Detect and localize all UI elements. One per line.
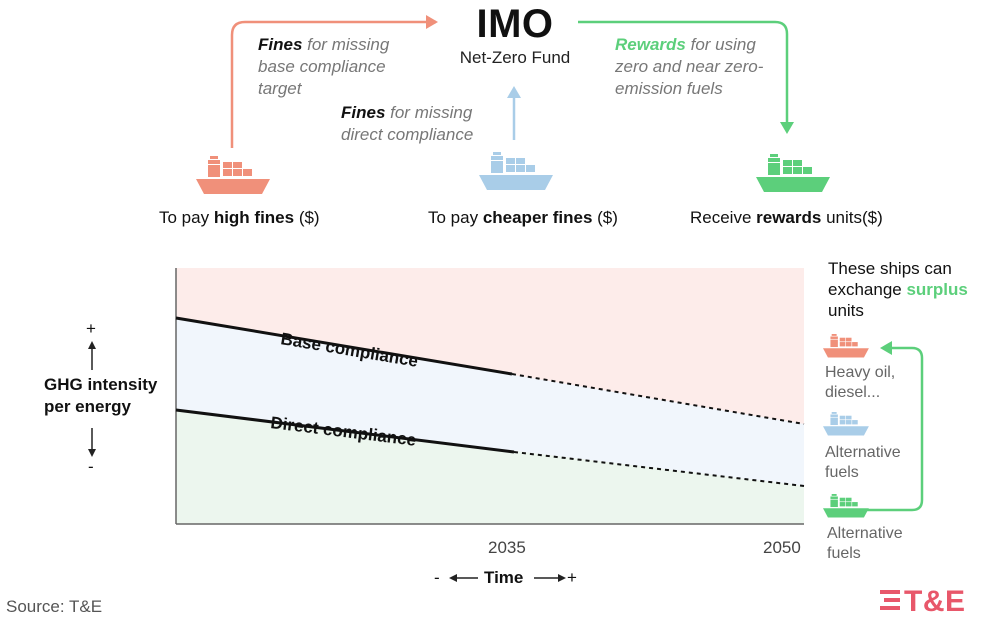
y-axis-plus: + <box>86 319 96 338</box>
direct-compliance-projection <box>513 451 805 487</box>
direct-fines-note: Fines for missing direct compliance <box>341 103 474 144</box>
x-axis-minus: - <box>434 568 440 587</box>
ship-alt-fuels-green-icon <box>823 494 869 518</box>
fines-base-arrow <box>230 15 438 148</box>
base-fines-note: Fines for missing base compliance target <box>258 35 390 98</box>
ship-rewards-icon <box>756 154 830 192</box>
rewards-note: Rewards for using zero and near zero- em… <box>615 35 764 98</box>
exchange-arrow <box>862 341 924 512</box>
fines-direct-arrow <box>507 86 521 140</box>
tick-2035: 2035 <box>488 538 526 557</box>
x-axis-label: Time <box>484 568 524 587</box>
y-axis-label: GHG intensity per energy <box>44 375 158 416</box>
direct-compliance-line <box>175 408 515 454</box>
chart-zones <box>176 268 804 524</box>
source-note: Source: T&E <box>6 597 103 616</box>
ship-rewards-caption: Receive rewards units($) <box>690 208 883 227</box>
ship-high-fines-caption: To pay high fines ($) <box>159 208 320 227</box>
ship-cheaper-fines-caption: To pay cheaper fines ($) <box>428 208 618 227</box>
ship-heavy-oil-icon <box>823 334 869 358</box>
base-compliance-projection <box>511 373 805 425</box>
rewards-arrow <box>578 20 794 134</box>
exchange-note: These ships can exchange surplus units <box>828 259 968 320</box>
green-zone <box>176 410 804 524</box>
page-title: IMO <box>476 2 554 46</box>
brand-logo: T&E <box>904 585 966 618</box>
page-subtitle: Net-Zero Fund <box>459 48 571 67</box>
logo-mark <box>880 590 900 610</box>
ship-high-fines-icon <box>196 156 270 194</box>
ship-cheaper-fines-icon <box>479 152 553 190</box>
heavy-oil-label: Heavy oil, diesel... <box>825 364 896 401</box>
blue-zone <box>176 318 804 486</box>
alt-fuels-blue-label: Alternative fuels <box>825 444 901 481</box>
alt-fuels-green-label: Alternative fuels <box>827 525 903 562</box>
ship-alt-fuels-blue-icon <box>823 412 869 436</box>
tick-2050: 2050 <box>763 538 801 557</box>
base-compliance-line <box>175 316 513 376</box>
x-axis-plus: + <box>567 568 577 587</box>
y-axis-minus: - <box>88 457 94 476</box>
